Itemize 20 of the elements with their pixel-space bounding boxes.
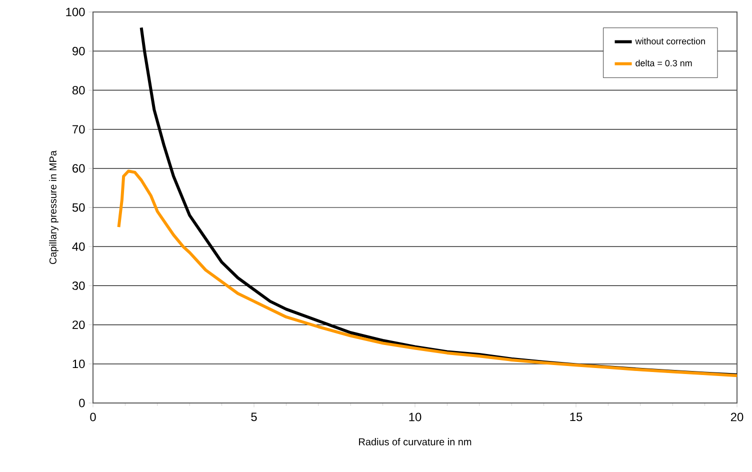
x-tick-label: 10: [409, 412, 422, 422]
x-tick-label: 5: [251, 412, 257, 422]
y-tick-label: 60: [72, 164, 85, 173]
y-tick-label: 80: [72, 86, 85, 94]
y-tick-label: 40: [72, 242, 85, 251]
legend-label: without correction: [635, 38, 705, 44]
y-tick-label: 20: [72, 320, 85, 330]
y-axis-title: Capillary pressure in MPa: [49, 150, 58, 264]
legend-label: delta = 0.3 nm: [636, 60, 692, 66]
y-tick-label: 30: [72, 281, 85, 290]
x-tick-label: 20: [730, 412, 744, 422]
y-tick-label: 0: [79, 398, 85, 408]
y-tick-label: 70: [72, 125, 85, 134]
y-tick-label: 50: [72, 203, 85, 212]
x-axis-title: Radius of curvature in nm: [359, 438, 472, 446]
x-tick-label: 0: [90, 412, 96, 422]
y-tick-label: 90: [72, 46, 85, 56]
y-tick-label: 100: [66, 8, 85, 16]
y-tick-label: 10: [72, 360, 85, 368]
x-tick-label: 15: [570, 412, 582, 422]
